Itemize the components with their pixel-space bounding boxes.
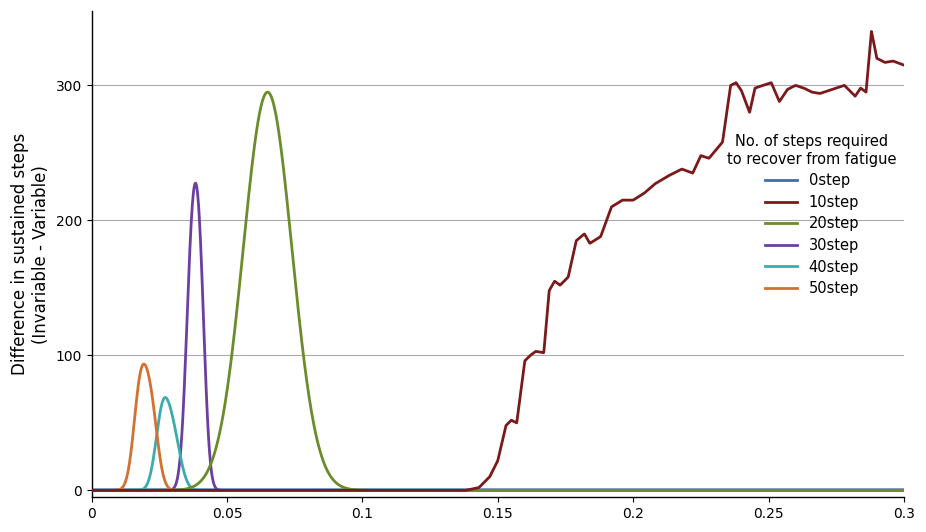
30step [883, 487, 895, 494]
30step [795, 487, 807, 494]
20step [179, 486, 190, 493]
0step [179, 487, 190, 493]
40step [795, 487, 807, 494]
50step [138, 361, 149, 367]
20step [433, 487, 444, 494]
50step [433, 487, 444, 494]
20step [898, 487, 909, 494]
40step [460, 487, 471, 494]
Legend: 0step, 10step, 20step, 30step, 40step, 50step: 0step, 10step, 20step, 30step, 40step, 5… [727, 135, 896, 296]
20step [262, 89, 273, 95]
Line: 30step: 30step [92, 183, 904, 491]
30step [416, 487, 427, 494]
30step [398, 487, 409, 494]
30step [179, 386, 190, 393]
50step [407, 487, 419, 494]
Line: 50step: 50step [92, 364, 904, 491]
Line: 40step: 40step [92, 397, 904, 491]
10step [227, 487, 238, 494]
50step [883, 487, 895, 494]
40step [433, 487, 444, 494]
30step [190, 180, 201, 186]
50step [795, 487, 807, 494]
40step [86, 487, 97, 494]
40step [227, 487, 238, 494]
10step [86, 487, 97, 494]
20step [398, 487, 409, 494]
Y-axis label: Difference in sustained steps
(Invariable - Variable): Difference in sustained steps (Invariabl… [11, 133, 50, 375]
30step [898, 487, 909, 494]
10step [179, 487, 190, 494]
0step [795, 487, 806, 493]
30step [433, 487, 444, 494]
10step [432, 487, 444, 494]
0step [397, 487, 408, 493]
50step [179, 487, 190, 494]
10step [898, 62, 909, 68]
20step [882, 487, 894, 494]
50step [86, 487, 97, 494]
50step [227, 487, 238, 494]
0step [227, 487, 238, 493]
0step [432, 487, 444, 493]
0step [86, 487, 97, 493]
40step [159, 394, 170, 401]
Line: 10step: 10step [92, 31, 904, 491]
20step [86, 487, 97, 494]
10step [882, 59, 894, 65]
30step [86, 487, 97, 494]
50step [898, 487, 909, 494]
40step [398, 487, 409, 494]
40step [179, 470, 190, 477]
10step [795, 84, 806, 90]
20step [795, 487, 807, 494]
0step [882, 487, 894, 493]
Line: 20step: 20step [92, 92, 904, 491]
10step [866, 28, 877, 35]
40step [898, 487, 909, 494]
40step [883, 487, 895, 494]
0step [898, 487, 909, 493]
50step [398, 487, 409, 494]
30step [227, 487, 238, 494]
20step [227, 346, 238, 353]
10step [397, 487, 408, 494]
